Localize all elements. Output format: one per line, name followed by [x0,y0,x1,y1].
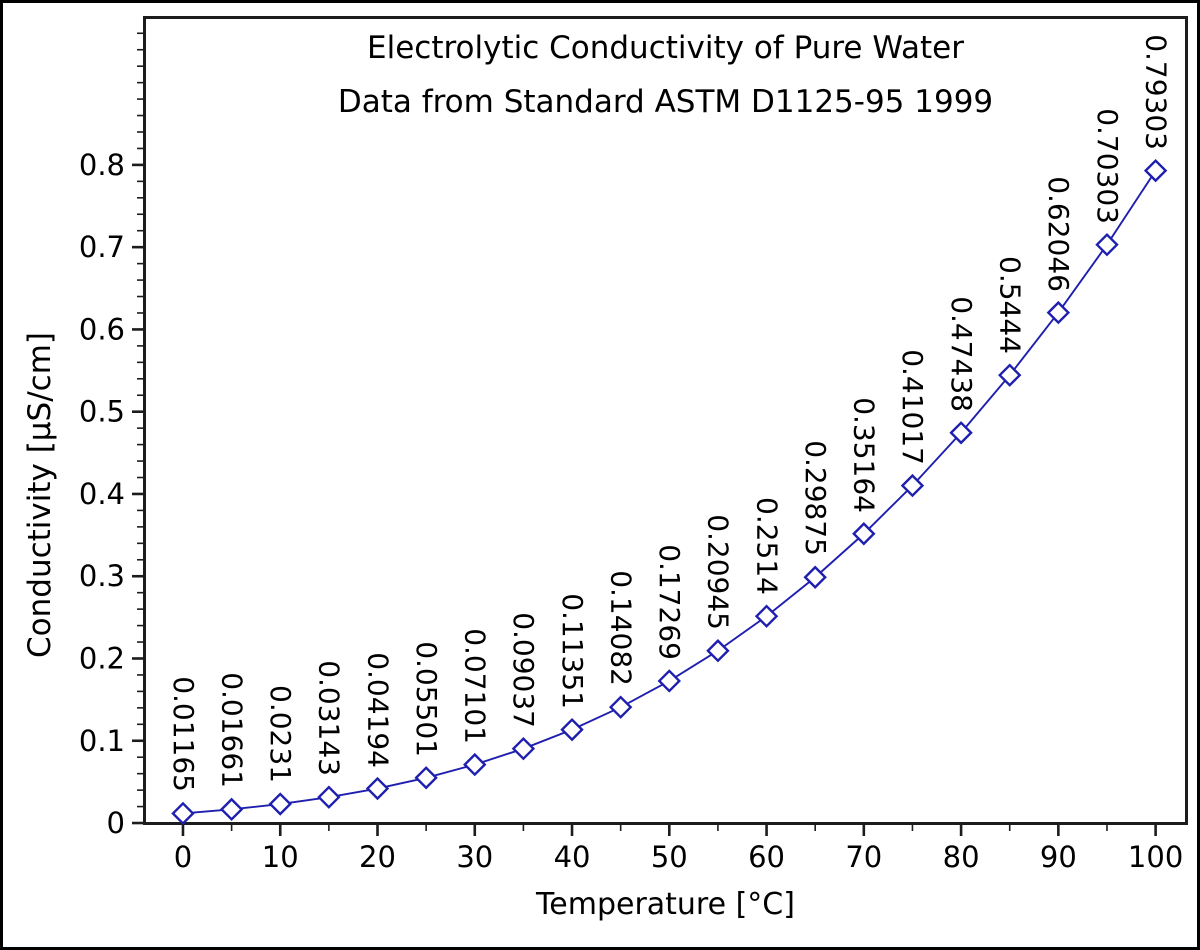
y-tick-label: 0.7 [79,230,125,264]
data-point-label: 0.05501 [409,640,443,757]
data-point-marker [706,639,730,663]
data-point-label: 0.09037 [507,611,541,728]
data-point-label: 0.62046 [1042,175,1076,292]
data-point-marker [463,752,487,777]
data-point-marker [171,801,195,826]
y-tick-label: 0.2 [79,641,125,675]
data-point-marker [268,792,292,816]
data-point-label: 0.14082 [604,570,638,687]
data-point-label: 0.79303 [1139,33,1173,150]
chart-subtitle: Data from Standard ASTM D1125-95 1999 [337,84,994,120]
data-point-label: 0.35164 [847,396,881,513]
data-point-label: 0.41017 [896,348,930,465]
data-point-marker [1095,232,1119,257]
data-point-marker [414,766,438,790]
x-tick-label: 50 [651,840,688,874]
data-point-label: 0.11351 [555,592,589,709]
x-axis-title: Temperature [°C] [536,887,795,922]
x-tick-label: 0 [174,840,192,874]
data-point-label: 0.2514 [750,497,784,596]
data-point-label: 0.01661 [215,672,249,789]
data-point-marker [1046,300,1071,325]
y-tick-label: 0.4 [79,477,125,511]
data-point-marker [317,785,341,809]
y-tick-label: 0.3 [79,559,125,593]
data-point-label: 0.29875 [798,440,832,557]
data-point-marker [511,736,536,761]
data-point-label: 0.0231 [264,685,298,784]
data-point-marker [608,695,633,719]
x-tick-label: 20 [359,840,396,874]
data-point-label: 0.01165 [166,676,200,793]
y-tick-label: 0.5 [79,395,125,429]
data-point-marker [803,565,827,589]
axis-ticks [132,32,1157,836]
data-point-marker [900,473,925,498]
data-point-label: 0.04194 [361,651,395,768]
data-point-marker [219,797,244,822]
y-tick-label: 0 [107,806,125,840]
data-point-label: 0.17269 [653,544,687,660]
x-tick-label: 60 [748,840,785,874]
y-tick-label: 0.1 [79,724,125,758]
data-point-label: 0.20945 [701,513,735,630]
x-tick-label: 90 [1040,840,1077,874]
data-point-marker [949,421,973,445]
data-point-label: 0.07101 [458,627,492,744]
data-point-label: 0.70303 [1090,107,1124,224]
chart-title: Electrolytic Conductivity of Pure Water [367,30,964,66]
data-series-markers [171,158,1168,826]
chart-canvas: 0 10 20 30 40 50 60 70 80 90 100 0 0.1 0.2 0.3 0.4 0.5 0.… [79,32,1183,874]
x-tick-label: 70 [845,840,882,874]
data-point-label: 0.47438 [944,295,978,412]
x-tick-label: 40 [554,840,591,874]
axis-tick-labels: 0 10 20 30 40 50 60 70 80 90 100 0 0.1 0.2 0.3 0.4 0.5 0.… [79,148,1183,874]
data-point-marker [754,604,779,628]
data-point-marker [852,522,876,546]
data-point-marker [560,717,584,742]
x-tick-label: 100 [1128,840,1183,874]
x-tick-label: 30 [456,840,493,874]
data-point-marker [1143,158,1168,183]
y-tick-label: 0.6 [79,312,125,346]
data-point-marker [657,669,681,693]
plot-area [143,16,1188,825]
y-tick-label: 0.8 [79,148,125,182]
data-point-marker [998,363,1022,387]
data-point-label: 0.03143 [312,660,346,777]
x-tick-label: 10 [262,840,299,874]
data-point-marker [365,776,390,801]
x-tick-label: 80 [943,840,980,874]
data-point-label: 0.5444 [993,256,1027,355]
